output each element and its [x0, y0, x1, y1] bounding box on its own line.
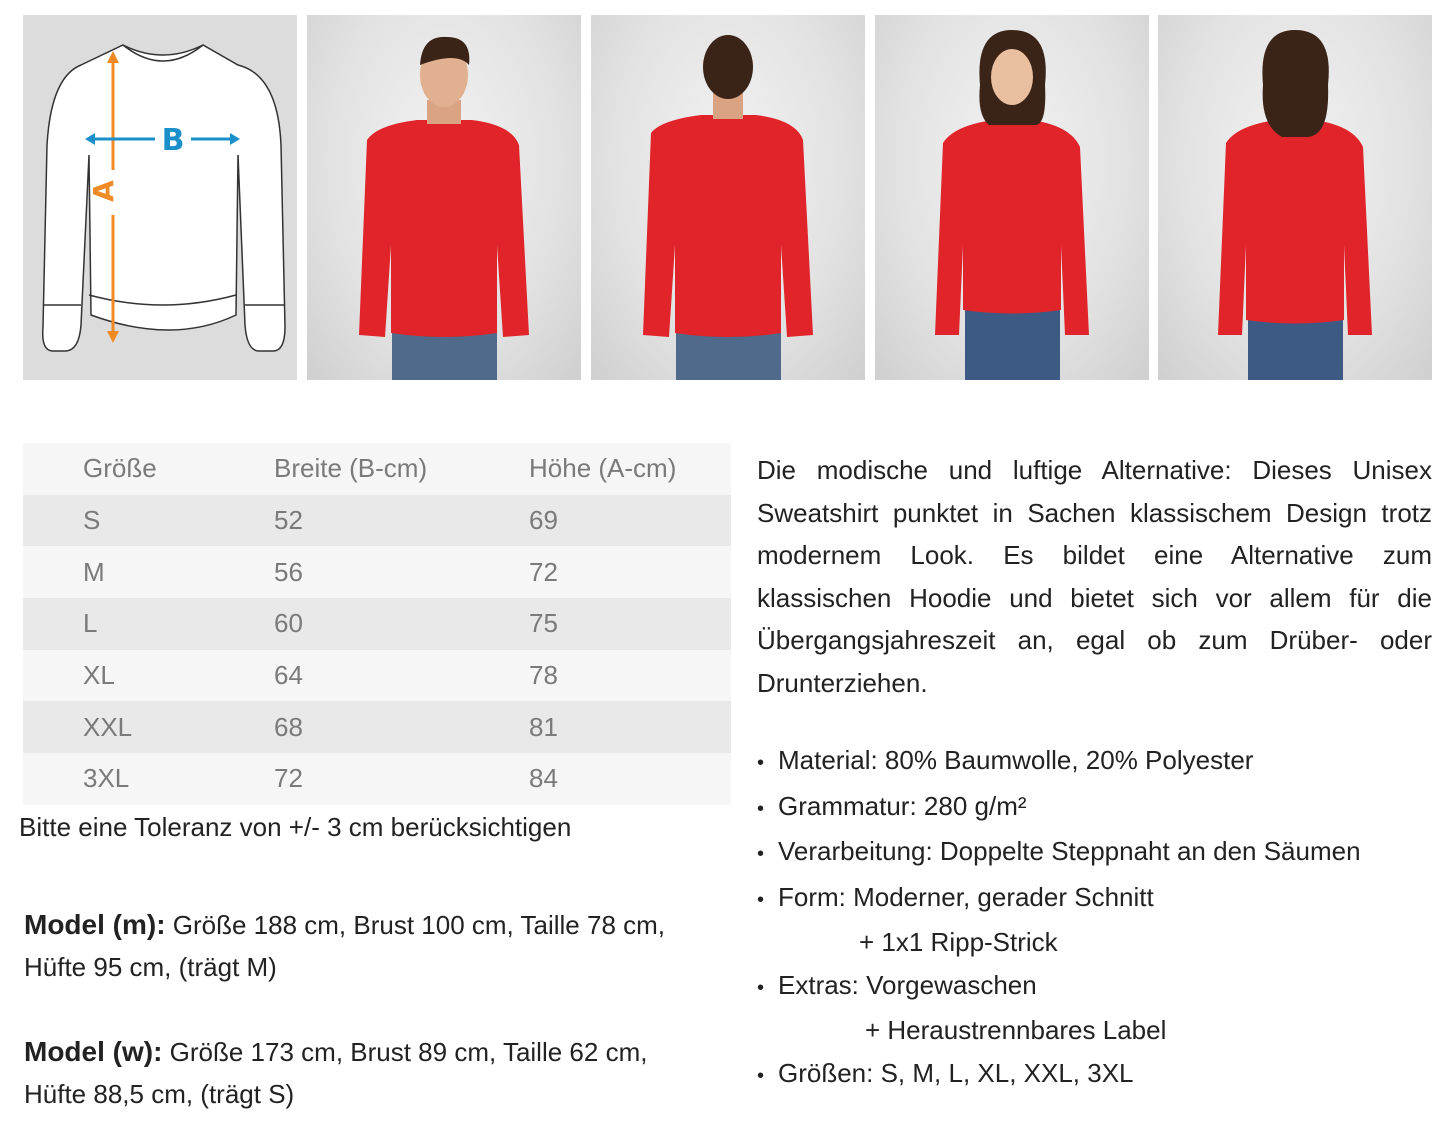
size-table: Größe Breite (B-cm) Höhe (A-cm) S 52 69 M 5…	[23, 443, 731, 805]
cell-height: 72	[529, 556, 558, 587]
feature-extras: • Extras: Vorgewaschen	[757, 969, 1037, 1000]
model-male-label: Model (m):	[24, 909, 166, 940]
header-size: Größe	[83, 453, 157, 484]
cell-width: 56	[274, 556, 303, 587]
cell-size: M	[83, 556, 105, 587]
cell-height: 75	[529, 608, 558, 639]
model-male-text: Größe 188 cm, Brust 100 cm, Taille 78 cm…	[24, 910, 666, 982]
cell-height: 81	[529, 711, 558, 742]
feature-text: Material: 80% Baumwolle, 20% Polyester	[778, 745, 1254, 775]
male-model-back-photo	[591, 15, 865, 380]
model-female-text: Größe 173 cm, Brust 89 cm, Taille 62 cm,…	[24, 1037, 648, 1109]
cell-size: XXL	[83, 711, 133, 742]
tolerance-note: Bitte eine Toleranz von +/- 3 cm berücks…	[19, 812, 572, 842]
cell-size: S	[83, 505, 101, 536]
feature-text: Verarbeitung: Doppelte Steppnaht an den …	[778, 836, 1361, 866]
table-row: L 60 75	[23, 598, 731, 650]
cell-height: 78	[529, 660, 558, 691]
feature-verarbeitung: • Verarbeitung: Doppelte Steppnaht an den…	[757, 836, 1361, 866]
model-male-info: Model (m): Größe 188 cm, Brust 100 cm, T…	[24, 904, 724, 988]
cell-width: 52	[274, 505, 303, 536]
feature-form-extra: + 1x1 Ripp-Strick	[859, 927, 1058, 957]
label-b: B	[162, 123, 185, 158]
product-description: Die modische und luftige Alternative: Di…	[757, 455, 1432, 698]
female-model-back-photo	[1158, 15, 1432, 380]
table-row: 3XL 72 84	[23, 753, 731, 805]
cell-size: 3XL	[83, 763, 130, 794]
header-width: Breite (B-cm)	[274, 453, 428, 484]
male-model-front-photo	[307, 15, 581, 380]
feature-extras-extra: + Heraustrennbares Label	[865, 1015, 1167, 1045]
table-row: XL 64 78	[23, 649, 731, 702]
cell-width: 60	[274, 608, 303, 639]
header-height: Höhe (A-cm)	[529, 453, 677, 484]
cell-width: 64	[274, 660, 303, 691]
feature-groessen: • Größen: S, M, L, XL, XXL, 3XL	[757, 1057, 1134, 1088]
feature-text: Extras: Vorgewaschen	[778, 969, 1037, 1000]
size-diagram: A B	[23, 15, 297, 380]
model-female-info: Model (w): Größe 173 cm, Brust 89 cm, Ta…	[24, 1031, 704, 1115]
label-a: A	[87, 180, 120, 202]
cell-height: 69	[529, 505, 558, 536]
table-row: S 52 69	[23, 494, 731, 547]
cell-size: XL	[83, 660, 115, 691]
feature-text: Größen: S, M, L, XL, XXL, 3XL	[778, 1057, 1134, 1088]
cell-size: L	[83, 608, 98, 639]
feature-text: Grammatur: 280 g/m²	[778, 790, 1027, 821]
cell-width: 72	[274, 763, 303, 794]
model-female-label: Model (w):	[24, 1036, 163, 1067]
table-header-row: Größe Breite (B-cm) Höhe (A-cm)	[23, 443, 731, 495]
feature-grammatur: • Grammatur: 280 g/m²	[757, 790, 1027, 821]
cell-width: 68	[274, 711, 303, 742]
table-row: XXL 68 81	[23, 701, 731, 754]
feature-list: • Material: 80% Baumwolle, 20% Polyester …	[757, 739, 1361, 1097]
feature-form: • Form: Moderner, gerader Schnitt	[757, 881, 1154, 912]
feature-text: Form: Moderner, gerader Schnitt	[778, 881, 1154, 912]
female-model-front-photo	[875, 15, 1149, 380]
table-row: M 56 72	[23, 546, 731, 599]
cell-height: 84	[529, 763, 558, 794]
feature-material: • Material: 80% Baumwolle, 20% Polyester	[757, 745, 1254, 775]
